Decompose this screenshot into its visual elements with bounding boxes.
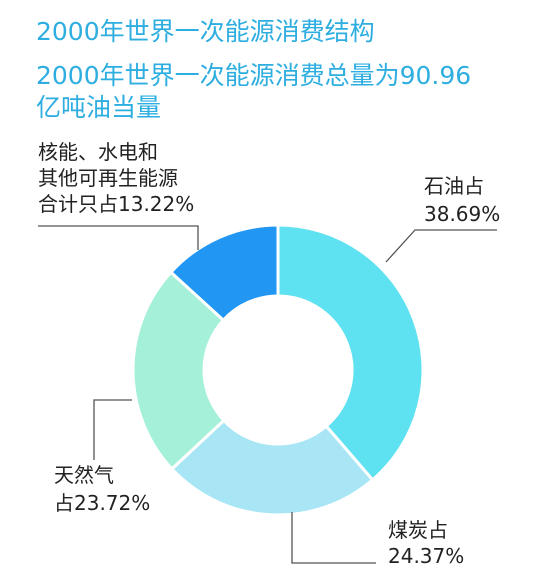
slice-1-label-line-1: 石油占 xyxy=(424,174,484,198)
leader-line-4 xyxy=(38,225,199,250)
slice-3-label-line-1: 天然气 xyxy=(54,463,114,487)
chart-subtitle-line-2: 亿吨油当量 xyxy=(36,93,162,122)
slice-2-label-line-2: 24.37% xyxy=(388,544,464,568)
chart-subtitle-line-1: 2000年世界一次能源消费总量为90.96 xyxy=(36,61,472,90)
slice-2-label-line-1: 煤炭占 xyxy=(388,518,448,542)
slice-4-label-line-3: 合计只占13.22% xyxy=(38,192,194,216)
slice-3-label-line-2: 占23.72% xyxy=(54,491,150,515)
leader-line-3 xyxy=(93,399,132,460)
leader-lines xyxy=(38,225,497,564)
leader-line-2 xyxy=(291,512,376,564)
slice-2 xyxy=(169,418,375,517)
slice-1-label-line-2: 38.69% xyxy=(424,202,500,226)
slice-1 xyxy=(276,223,425,483)
slice-4-label-line-2: 其他可再生能源 xyxy=(38,166,178,190)
slice-4-label-line-1: 核能、水电和 xyxy=(38,140,158,164)
chart-title: 2000年世界一次能源消费结构 xyxy=(36,17,375,46)
donut-slices xyxy=(131,223,425,517)
slice-4 xyxy=(168,223,280,323)
slice-3 xyxy=(131,270,226,471)
leader-line-1 xyxy=(385,229,497,263)
